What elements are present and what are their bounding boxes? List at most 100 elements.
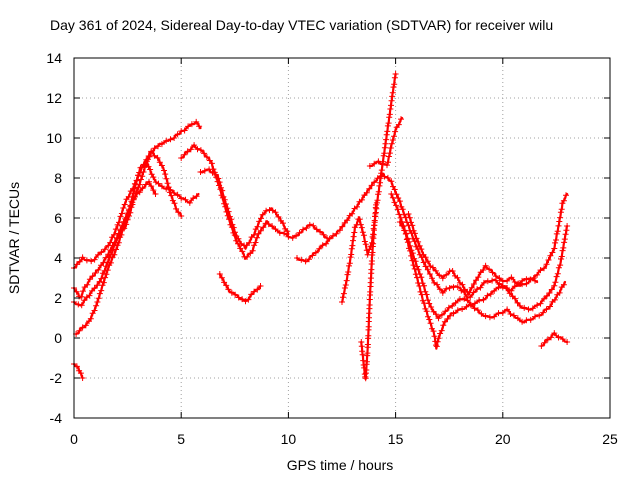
data-point-marker: [303, 225, 310, 232]
data-point-marker: [396, 219, 403, 225]
data-point-marker: [272, 209, 279, 216]
data-point-marker: [296, 229, 303, 236]
data-point-marker: [223, 282, 230, 289]
data-point-marker: [547, 303, 553, 310]
data-point-marker: [262, 220, 269, 227]
data-point-marker: [151, 152, 158, 159]
y-tick-label: 8: [54, 170, 62, 186]
data-point-marker: [514, 315, 521, 322]
data-point-marker: [377, 179, 383, 186]
data-point-marker: [135, 172, 141, 179]
data-point-marker: [388, 191, 395, 197]
data-point-marker: [254, 223, 261, 230]
data-point-marker: [421, 300, 428, 307]
data-point-marker: [492, 273, 499, 280]
data-point-marker: [349, 210, 356, 217]
data-point-marker: [163, 185, 170, 192]
data-point-marker: [73, 288, 80, 295]
data-point-marker: [430, 328, 437, 335]
data-point-marker: [538, 343, 545, 349]
data-point-marker: [405, 211, 412, 217]
data-point-marker: [181, 127, 188, 134]
data-point-marker: [203, 154, 210, 160]
data-point-marker: [373, 201, 380, 208]
data-point-marker: [143, 158, 150, 165]
data-point-marker: [92, 270, 99, 276]
data-point-marker: [323, 240, 330, 247]
data-point-marker: [178, 213, 185, 219]
data-point-marker: [549, 249, 556, 256]
data-point-marker: [559, 247, 566, 254]
data-point-marker: [239, 248, 246, 255]
data-point-marker: [181, 151, 188, 158]
data-point-marker: [326, 235, 333, 242]
data-point-marker: [350, 233, 357, 240]
data-point-marker: [137, 176, 144, 183]
data-point-marker: [344, 271, 351, 278]
data-point-marker: [511, 279, 518, 285]
data-point-marker: [388, 178, 395, 185]
x-axis-label: GPS time / hours: [287, 457, 394, 473]
data-point-marker: [284, 228, 291, 235]
data-point-marker: [551, 296, 558, 303]
data-point-marker: [369, 249, 376, 256]
data-point-marker: [395, 121, 402, 128]
series-arc-5: [71, 361, 86, 381]
data-point-marker: [433, 311, 439, 318]
series-arc-15: [405, 192, 569, 296]
data-point-marker: [154, 154, 161, 161]
data-point-marker: [370, 240, 377, 247]
data-point-marker: [415, 266, 422, 273]
data-point-marker: [366, 163, 373, 169]
data-point-marker: [216, 271, 223, 277]
data-point-marker: [546, 290, 553, 296]
data-point-marker: [98, 287, 105, 294]
data-point-marker: [391, 81, 398, 88]
data-point-marker: [551, 282, 558, 289]
data-point-marker: [298, 256, 305, 263]
data-point-marker: [407, 242, 414, 249]
series-arc-2: [71, 178, 159, 300]
data-point-marker: [216, 179, 223, 186]
data-point-marker: [161, 167, 167, 174]
data-point-marker: [537, 267, 544, 274]
data-point-marker: [475, 274, 482, 281]
data-point-marker: [557, 214, 564, 221]
data-point-marker: [385, 120, 392, 127]
data-point-marker: [506, 290, 513, 297]
y-tick-label: 12: [46, 90, 62, 106]
data-point-marker: [139, 173, 146, 180]
data-point-marker: [554, 228, 561, 235]
data-point-marker: [95, 266, 102, 273]
data-point-marker: [94, 299, 101, 305]
data-point-marker: [412, 258, 419, 265]
data-point-marker: [120, 205, 127, 211]
data-point-marker: [121, 201, 128, 208]
data-point-marker: [510, 312, 517, 319]
data-point-marker: [232, 229, 238, 236]
data-point-marker: [158, 162, 165, 169]
data-point-marker: [257, 227, 264, 234]
data-point-marker: [178, 128, 185, 135]
data-point-marker: [182, 196, 189, 203]
data-point-marker: [427, 320, 434, 327]
series-arc-16: [538, 330, 571, 349]
data-point-marker: [519, 318, 526, 325]
data-point-marker: [527, 276, 534, 283]
data-point-marker: [168, 192, 175, 199]
data-point-marker: [446, 285, 453, 292]
data-point-marker: [363, 358, 370, 365]
data-point-marker: [379, 161, 386, 168]
data-point-marker: [375, 191, 382, 198]
data-point-marker: [186, 199, 193, 206]
data-point-marker: [116, 219, 122, 226]
y-tick-label: 4: [54, 250, 62, 266]
data-point-marker: [363, 189, 370, 196]
data-point-marker: [393, 202, 400, 209]
data-point-marker: [86, 276, 93, 283]
data-point-marker: [163, 137, 170, 144]
data-point-marker: [389, 93, 396, 100]
data-point-marker: [162, 171, 169, 178]
data-point-marker: [347, 254, 354, 261]
x-tick-label: 15: [388, 431, 404, 447]
